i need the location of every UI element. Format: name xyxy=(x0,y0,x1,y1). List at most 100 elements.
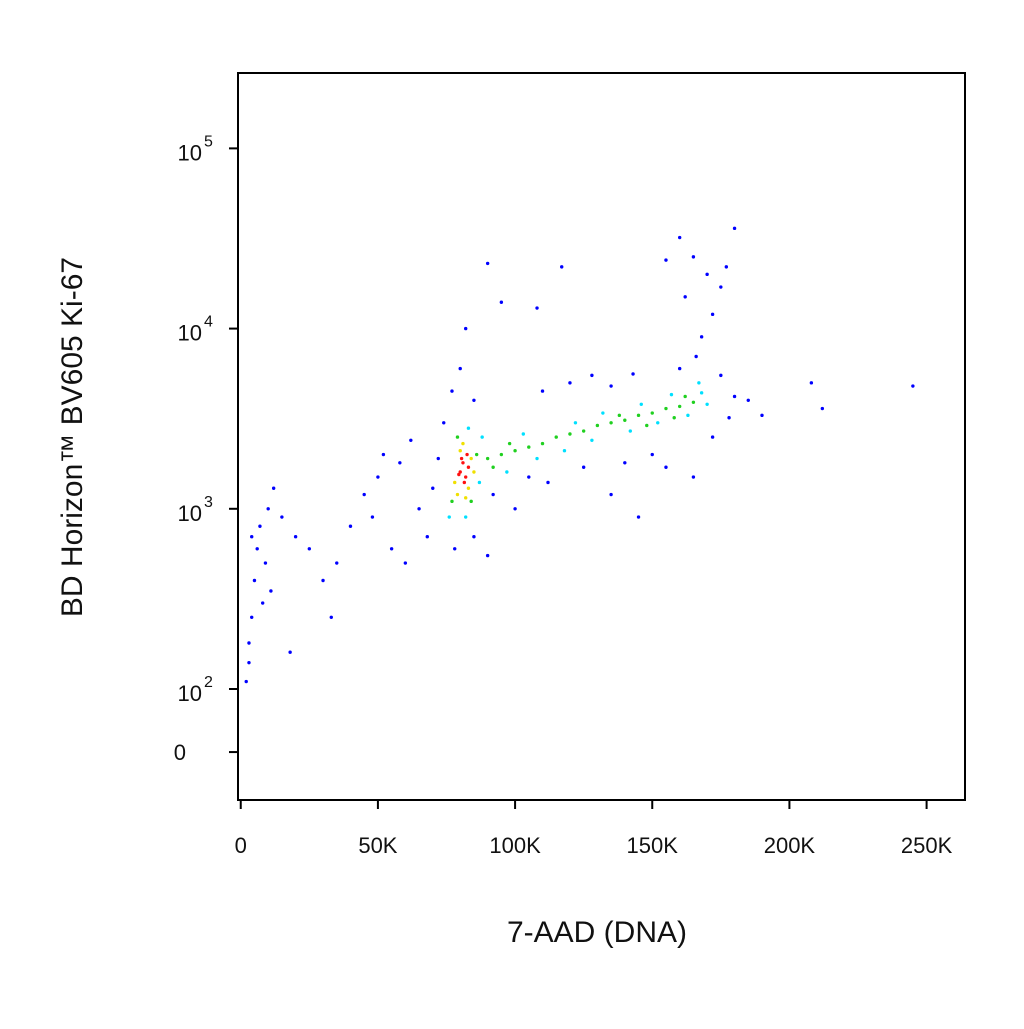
x-axis-label: 7-AAD (DNA) xyxy=(507,916,687,949)
point xyxy=(581,465,586,469)
point xyxy=(746,398,750,402)
point xyxy=(513,507,517,511)
point xyxy=(255,547,259,551)
point xyxy=(590,373,594,378)
y-tick-power: 3 xyxy=(204,494,213,511)
point xyxy=(266,507,270,511)
point xyxy=(376,475,380,479)
point xyxy=(677,235,682,240)
point xyxy=(466,486,471,490)
point xyxy=(535,306,539,310)
point xyxy=(507,441,512,446)
point xyxy=(513,449,517,453)
point xyxy=(499,300,504,304)
point xyxy=(732,226,737,231)
y-tick-label: 10 xyxy=(178,140,202,165)
point xyxy=(466,426,471,430)
point xyxy=(472,398,476,402)
point xyxy=(601,411,605,415)
point xyxy=(719,373,723,378)
x-tick-label: 100K xyxy=(489,833,541,858)
y-tick-power: 2 xyxy=(204,674,213,691)
point xyxy=(623,418,627,422)
point xyxy=(672,416,676,420)
point xyxy=(491,465,495,469)
x-tick-label: 250K xyxy=(901,833,953,858)
point xyxy=(694,354,698,359)
point xyxy=(457,472,461,477)
y-tick-label: 10 xyxy=(178,681,202,706)
y-tick-label: 0 xyxy=(174,740,186,765)
y-tick-label: 10 xyxy=(178,321,202,346)
point xyxy=(560,265,564,269)
point xyxy=(636,515,641,519)
point xyxy=(573,421,578,425)
point xyxy=(469,499,473,504)
point xyxy=(686,413,690,418)
point xyxy=(485,553,490,558)
point xyxy=(472,470,476,474)
point xyxy=(453,480,457,485)
point xyxy=(464,475,468,479)
point xyxy=(464,515,468,519)
point xyxy=(403,561,408,565)
point xyxy=(250,615,254,619)
point xyxy=(466,465,471,469)
point xyxy=(442,421,446,425)
point xyxy=(609,384,613,388)
point xyxy=(639,402,643,407)
point xyxy=(645,423,649,428)
point xyxy=(329,615,333,619)
x-tick-label: 200K xyxy=(764,833,816,858)
point xyxy=(650,452,654,457)
point xyxy=(250,535,254,539)
point xyxy=(293,535,298,539)
point xyxy=(691,255,696,259)
point xyxy=(398,461,402,465)
point xyxy=(809,381,814,385)
y-tick-label: 10 xyxy=(178,501,202,526)
point xyxy=(458,449,462,453)
point xyxy=(485,456,490,461)
point xyxy=(389,547,394,551)
point xyxy=(464,496,468,500)
point xyxy=(820,406,825,411)
x-tick-label: 50K xyxy=(358,833,397,858)
point xyxy=(370,515,375,519)
y-tick-power: 5 xyxy=(204,133,213,150)
point xyxy=(650,411,654,415)
point xyxy=(724,265,729,269)
point xyxy=(609,492,613,497)
point xyxy=(540,441,545,446)
point xyxy=(540,389,545,393)
point xyxy=(581,429,586,433)
point xyxy=(705,272,709,277)
point xyxy=(247,641,251,645)
point xyxy=(455,492,460,497)
point xyxy=(453,547,457,551)
point xyxy=(461,461,465,465)
point xyxy=(699,391,704,395)
point xyxy=(911,384,915,388)
point xyxy=(447,515,451,519)
point xyxy=(472,535,476,539)
point xyxy=(252,578,257,583)
point xyxy=(280,515,284,519)
point xyxy=(546,480,550,485)
point xyxy=(409,438,413,442)
point xyxy=(535,456,539,461)
point xyxy=(664,258,668,262)
point xyxy=(321,578,325,583)
point xyxy=(271,486,276,490)
point xyxy=(683,394,687,399)
point xyxy=(568,432,572,436)
point xyxy=(554,435,558,439)
point xyxy=(697,381,701,385)
point xyxy=(590,438,594,442)
plot-frame xyxy=(237,72,966,801)
point xyxy=(465,452,469,457)
point xyxy=(491,492,495,497)
